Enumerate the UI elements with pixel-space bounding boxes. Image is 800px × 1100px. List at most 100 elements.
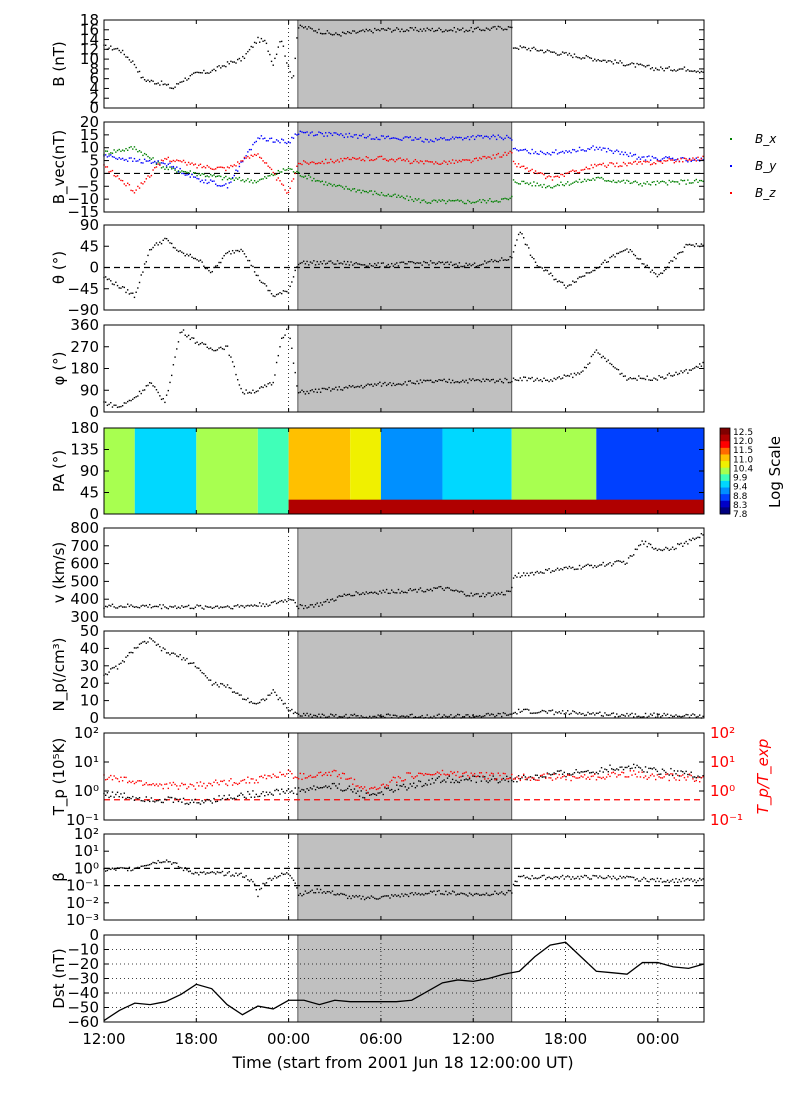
data-point <box>238 165 241 168</box>
data-point <box>236 692 239 694</box>
data-point <box>687 877 689 880</box>
data-point <box>223 779 225 782</box>
data-point <box>434 161 437 163</box>
data-point <box>605 776 608 778</box>
data-point <box>429 379 432 381</box>
data-point <box>250 154 252 157</box>
data-point <box>280 40 283 43</box>
y-tick-label: 45 <box>80 237 99 255</box>
data-point <box>671 715 674 718</box>
data-point <box>282 139 285 141</box>
data-point <box>304 777 307 779</box>
data-point <box>115 281 117 283</box>
data-point <box>336 596 339 598</box>
data-point <box>167 796 170 798</box>
y-axis-title: φ (°) <box>50 352 68 386</box>
data-point <box>404 160 406 162</box>
data-point <box>240 179 242 182</box>
data-point <box>506 778 508 780</box>
data-point <box>585 875 588 877</box>
y-tick-label: 10⁻³ <box>66 911 99 929</box>
data-point <box>196 604 198 606</box>
data-point <box>132 652 134 654</box>
data-point <box>424 138 427 140</box>
data-point <box>487 781 489 784</box>
colorbar-swatch <box>720 461 730 469</box>
data-point <box>321 160 324 163</box>
data-point <box>240 604 242 607</box>
data-point <box>121 404 124 407</box>
data-point <box>260 178 263 180</box>
data-point <box>433 890 435 892</box>
data-point <box>651 878 654 880</box>
data-point <box>529 779 532 781</box>
data-point <box>609 162 611 164</box>
data-point <box>602 561 604 564</box>
data-point <box>323 891 325 893</box>
data-point <box>673 69 676 71</box>
data-point <box>512 712 515 714</box>
data-point <box>245 157 247 159</box>
data-point <box>538 777 540 779</box>
data-point <box>555 149 557 151</box>
data-point <box>482 198 484 201</box>
data-point <box>406 591 408 594</box>
data-point <box>133 867 136 870</box>
data-point <box>379 381 381 384</box>
data-point <box>421 714 423 717</box>
data-point <box>145 796 148 798</box>
data-point <box>108 155 110 157</box>
data-point <box>675 70 677 72</box>
data-point <box>203 801 205 804</box>
data-point <box>658 182 660 184</box>
data-point <box>619 165 621 167</box>
data-point <box>228 177 230 179</box>
data-point <box>353 778 356 781</box>
data-point <box>160 159 163 161</box>
data-point <box>597 712 599 715</box>
data-point <box>258 387 261 389</box>
data-point <box>296 793 298 795</box>
colorbar-swatch <box>720 447 730 455</box>
data-point <box>507 381 510 384</box>
data-point <box>108 47 110 49</box>
data-point <box>211 270 214 273</box>
data-point <box>279 874 281 877</box>
data-point <box>208 176 210 178</box>
data-point <box>362 158 364 161</box>
data-point <box>445 202 447 205</box>
data-point <box>132 148 134 150</box>
data-point <box>610 150 613 152</box>
data-point <box>323 786 325 788</box>
data-point <box>522 572 525 574</box>
data-point <box>670 880 672 882</box>
data-point <box>390 195 393 198</box>
data-point <box>187 77 190 80</box>
data-point <box>106 778 109 780</box>
data-point <box>697 715 699 718</box>
data-point <box>286 872 288 874</box>
data-point <box>338 34 340 36</box>
data-point <box>289 285 291 288</box>
data-point <box>453 263 456 266</box>
data-point <box>622 768 625 771</box>
data-point <box>563 374 566 376</box>
data-point <box>181 801 183 803</box>
data-point <box>380 28 383 30</box>
data-point <box>649 68 652 70</box>
data-point <box>638 880 640 882</box>
data-point <box>468 378 471 380</box>
data-point <box>125 184 127 187</box>
data-point <box>206 164 208 167</box>
data-point <box>316 162 318 165</box>
data-point <box>583 770 586 773</box>
data-point <box>396 592 398 594</box>
data-point <box>218 65 220 67</box>
data-point <box>187 334 190 337</box>
data-point <box>380 385 383 387</box>
data-point <box>519 576 522 578</box>
data-point <box>612 771 615 773</box>
data-point <box>475 715 478 717</box>
data-point <box>517 48 520 50</box>
data-point <box>619 251 621 253</box>
